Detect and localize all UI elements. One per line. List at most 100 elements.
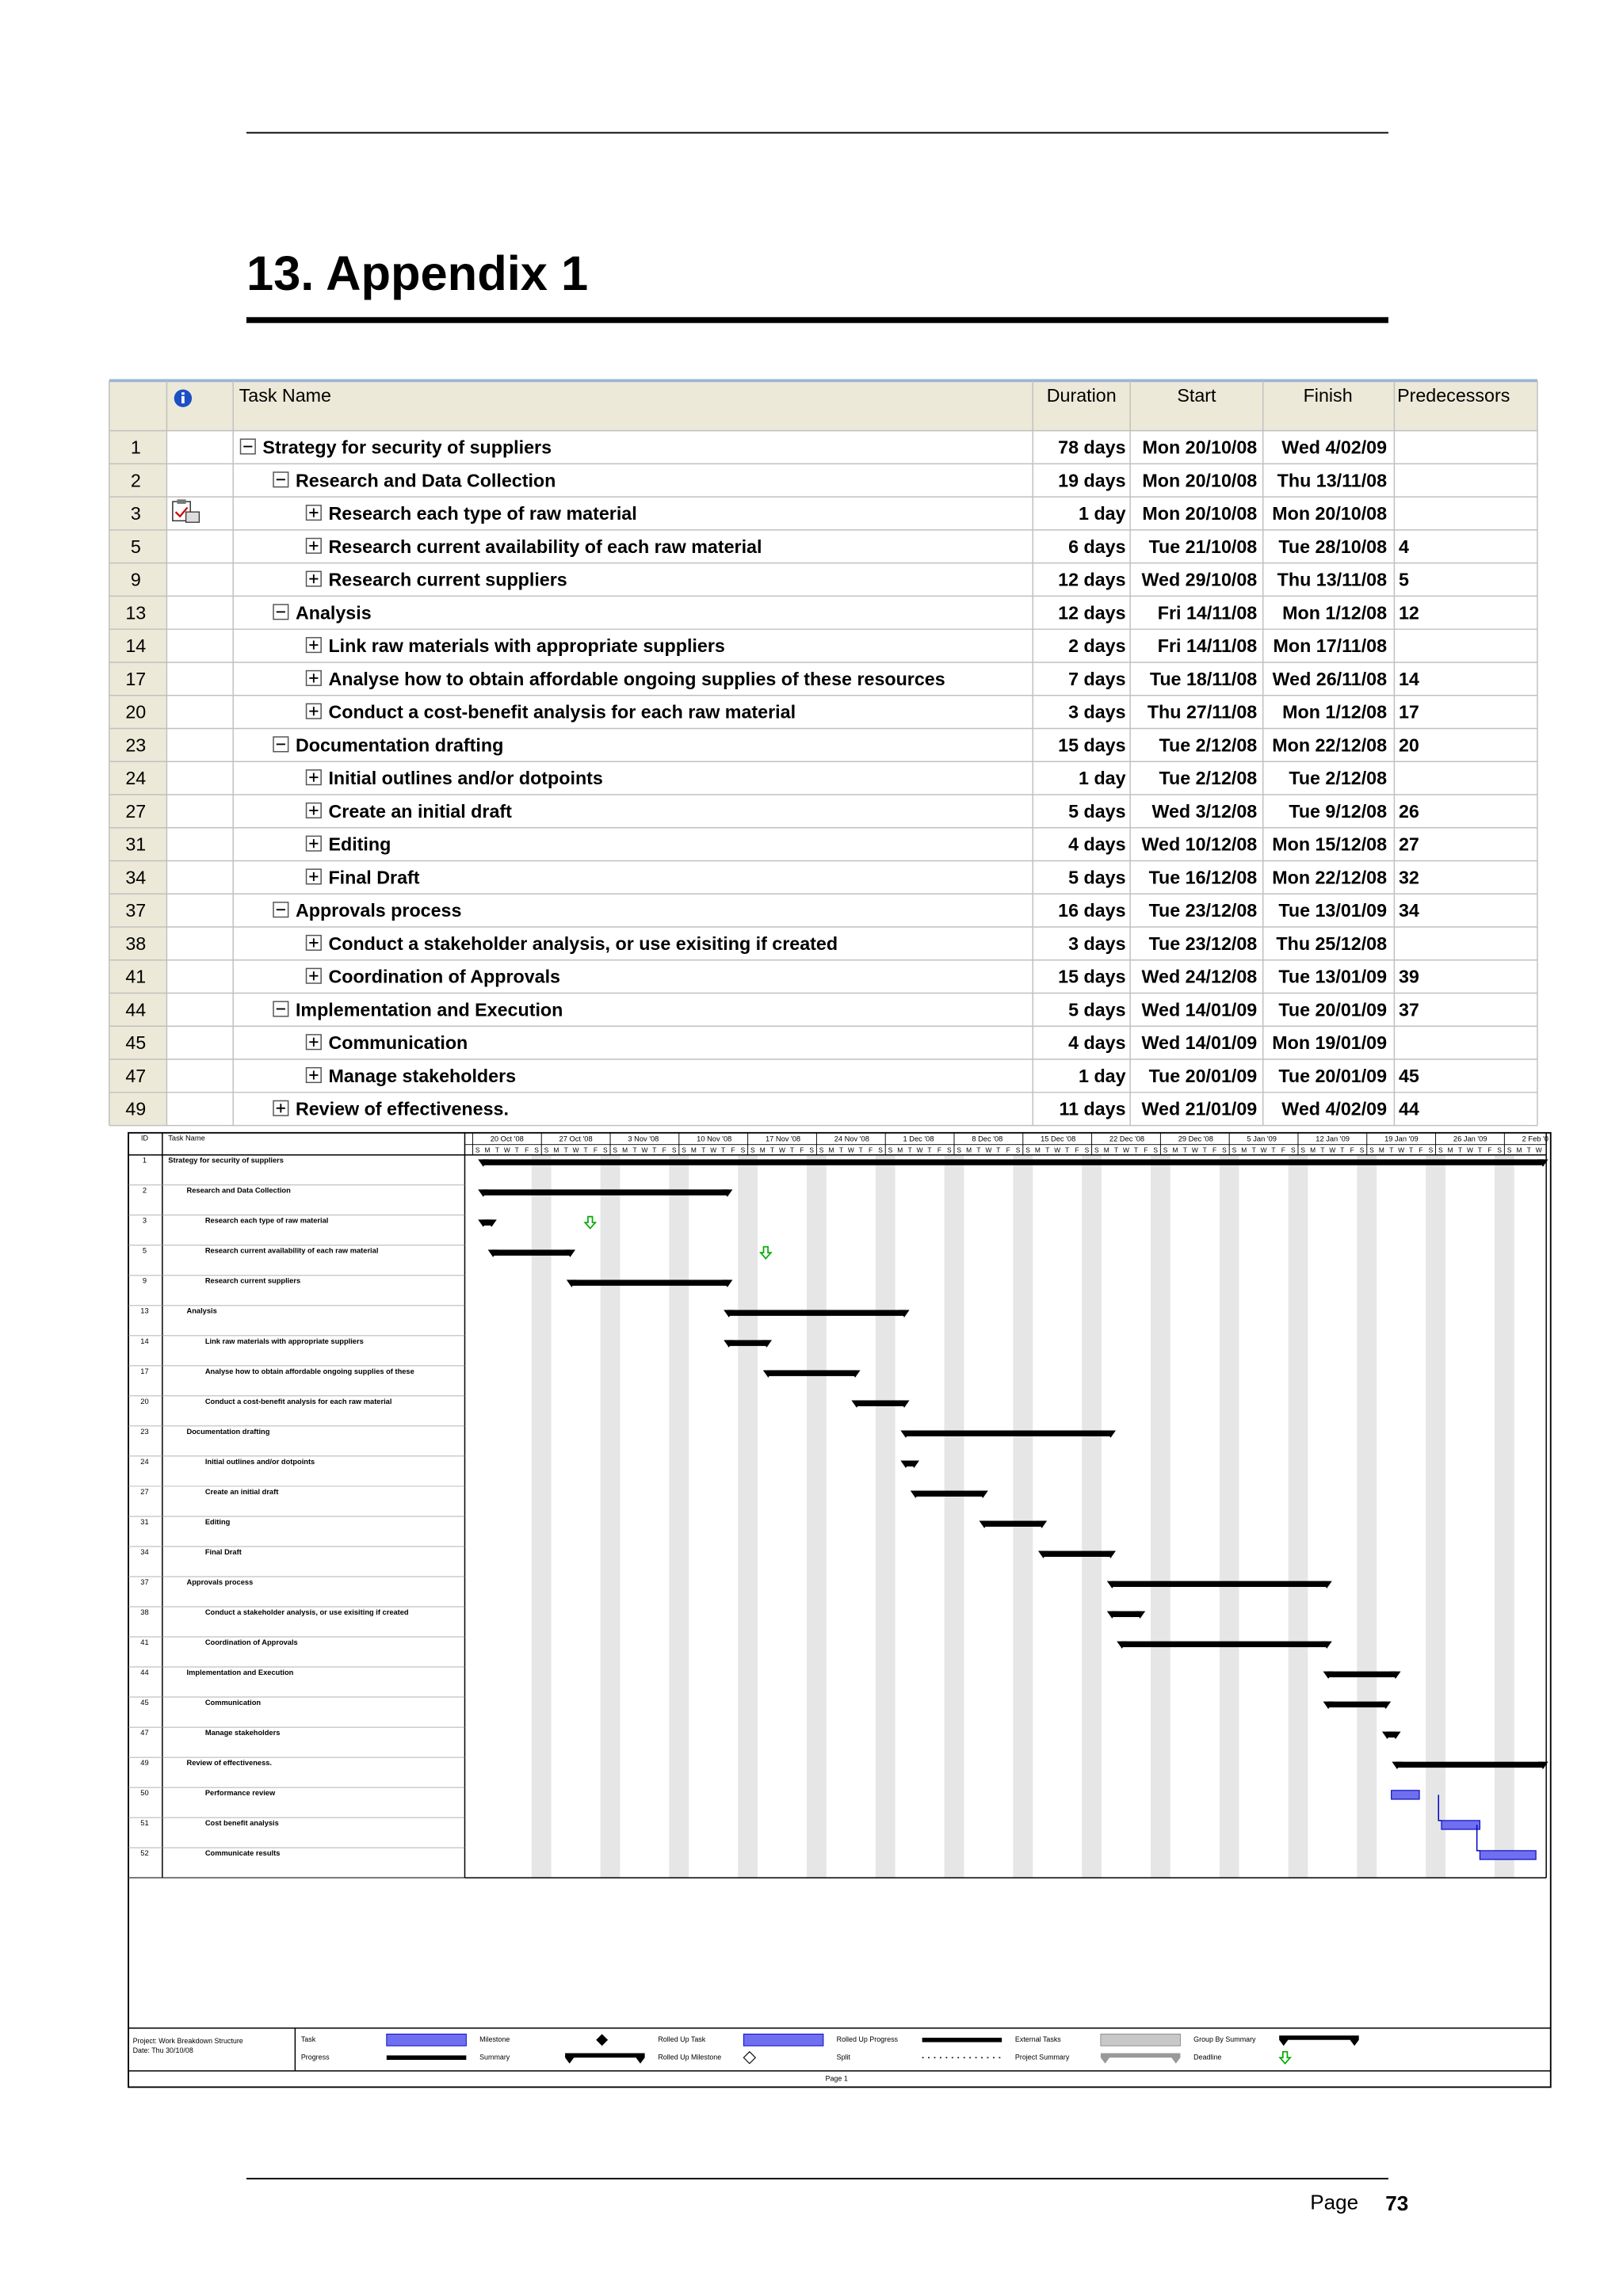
task-duration: 78 days <box>1058 437 1125 458</box>
gantt-task-id: 37 <box>140 1578 148 1586</box>
task-start: Wed 14/01/09 <box>1142 1032 1258 1053</box>
task-id: 31 <box>125 834 146 855</box>
day-letter: T <box>1458 1146 1462 1154</box>
task-start: Wed 29/10/08 <box>1142 570 1258 590</box>
summary-end <box>1037 1520 1048 1528</box>
gantt-task-name: Communicate results <box>205 1849 281 1857</box>
week-label: 1 Dec '08 <box>903 1135 934 1142</box>
day-letter: S <box>1291 1146 1296 1154</box>
summary-end <box>1323 1671 1334 1679</box>
gantt-task-id: 49 <box>140 1759 148 1767</box>
summary-end <box>1106 1581 1117 1589</box>
day-letter: T <box>908 1146 912 1154</box>
task-duration: 12 days <box>1058 570 1125 590</box>
task-id: 27 <box>125 801 146 822</box>
day-letter: W <box>504 1146 510 1154</box>
summary-end <box>850 1370 861 1378</box>
day-letter: T <box>1409 1146 1413 1154</box>
day-letter: T <box>1134 1146 1138 1154</box>
summary-bar <box>1111 1611 1141 1618</box>
legend-label: Rolled Up Progress <box>837 2035 899 2043</box>
summary-end <box>478 1159 489 1167</box>
summary-end <box>1105 1550 1116 1558</box>
summary-end <box>566 1280 577 1287</box>
week-label: 20 Oct '08 <box>491 1135 524 1142</box>
day-letter: F <box>1144 1146 1148 1154</box>
day-letter: S <box>741 1146 746 1154</box>
task-finish: Tue 20/01/09 <box>1278 999 1387 1020</box>
day-letter: S <box>878 1146 883 1154</box>
column-header: Duration <box>1047 385 1117 406</box>
task-name: Review of effectiveness. <box>296 1099 509 1119</box>
task-id: 44 <box>125 999 146 1020</box>
day-letter: W <box>1467 1146 1473 1154</box>
day-letter: T <box>701 1146 705 1154</box>
day-letter: T <box>1114 1146 1118 1154</box>
week-label: 24 Nov '08 <box>834 1135 869 1142</box>
task-predecessors: 32 <box>1399 867 1419 887</box>
task-duration: 5 days <box>1068 867 1125 887</box>
task-finish: Tue 13/01/09 <box>1278 900 1387 921</box>
weekend-shade <box>531 1154 552 1878</box>
day-letter: S <box>475 1146 480 1154</box>
weekend-shade <box>1013 1154 1033 1878</box>
task-duration: 1 day <box>1079 503 1126 524</box>
day-letter: S <box>1016 1146 1021 1154</box>
summary-end <box>1537 1159 1549 1167</box>
day-letter: M <box>1379 1146 1384 1154</box>
gantt-task-id: 5 <box>143 1247 147 1255</box>
day-letter: S <box>534 1146 539 1154</box>
task-finish: Mon 1/12/08 <box>1282 602 1387 623</box>
task-duration: 4 days <box>1068 1032 1125 1053</box>
gantt-id-header: ID <box>141 1135 149 1142</box>
legend-label: Summary <box>479 2054 510 2061</box>
gantt-task-name: Link raw materials with appropriate supp… <box>205 1337 364 1345</box>
task-finish: Wed 26/11/08 <box>1273 669 1387 689</box>
summary-end <box>900 1430 911 1438</box>
day-letter: W <box>1329 1146 1335 1154</box>
day-letter: T <box>859 1146 863 1154</box>
day-letter: S <box>819 1146 824 1154</box>
task-finish: Mon 22/12/08 <box>1272 867 1387 887</box>
gantt-task-id: 24 <box>140 1458 148 1466</box>
gantt-task-name: Manage stakeholders <box>205 1729 281 1737</box>
task-start: Tue 20/01/09 <box>1149 1066 1258 1086</box>
week-label: 8 Dec '08 <box>972 1135 1002 1142</box>
task-predecessors: 34 <box>1399 900 1419 921</box>
task-duration: 1 day <box>1079 1066 1126 1086</box>
gantt-task-id: 50 <box>140 1789 148 1797</box>
day-letter: T <box>1478 1146 1482 1154</box>
day-letter: F <box>731 1146 735 1154</box>
task-id: 47 <box>125 1066 146 1086</box>
task-start: Tue 16/12/08 <box>1149 867 1258 887</box>
legend-group-summary <box>1279 2035 1359 2046</box>
summary-end <box>977 1490 988 1498</box>
summary-end <box>478 1219 489 1227</box>
legend-label: Group By Summary <box>1193 2035 1256 2043</box>
summary-end <box>1117 1641 1128 1649</box>
task-name: Research current availability of each ra… <box>328 536 762 557</box>
task-start: Fri 14/11/08 <box>1158 602 1258 623</box>
task-name: Approvals process <box>296 900 461 921</box>
gantt-task-id: 38 <box>140 1608 148 1616</box>
task-finish: Thu 25/12/08 <box>1276 933 1387 954</box>
task-start: Wed 10/12/08 <box>1142 834 1258 855</box>
weekend-shade <box>875 1154 896 1878</box>
day-letter: T <box>495 1146 499 1154</box>
day-letter: W <box>1398 1146 1404 1154</box>
week-label: 17 Nov '08 <box>766 1135 800 1142</box>
day-letter: W <box>779 1146 785 1154</box>
task-finish: Mon 1/12/08 <box>1282 702 1387 723</box>
day-letter: M <box>1172 1146 1178 1154</box>
legend-deadline <box>1278 2050 1292 2065</box>
task-finish: Tue 20/01/09 <box>1278 1066 1387 1086</box>
legend-project-summary <box>1100 2053 1181 2064</box>
table-header-bg <box>109 380 1537 431</box>
weekend-shade <box>1288 1154 1308 1878</box>
task-start: Tue 18/11/08 <box>1150 669 1257 689</box>
task-name: Link raw materials with appropriate supp… <box>328 635 724 656</box>
title-rule <box>246 317 1388 323</box>
task-predecessors: 39 <box>1399 967 1419 987</box>
task-id: 13 <box>125 602 146 623</box>
day-letter: S <box>1369 1146 1374 1154</box>
